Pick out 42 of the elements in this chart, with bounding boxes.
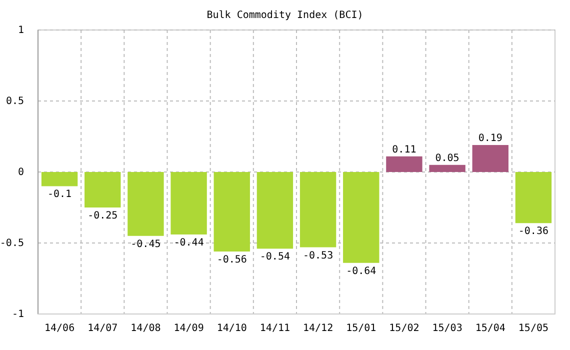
bar [41, 172, 78, 186]
data-label: -0.45 [130, 238, 161, 250]
y-tick-label: 1 [18, 25, 24, 36]
data-label: -0.25 [88, 210, 118, 222]
bar [256, 172, 294, 249]
bar [84, 172, 121, 208]
bar [170, 172, 207, 234]
x-tick-label: 15/02 [389, 323, 420, 334]
bar [429, 164, 466, 172]
data-label: -0.56 [216, 254, 247, 266]
bar [300, 172, 336, 248]
bar [128, 172, 164, 236]
x-tick-label: 15/04 [475, 323, 506, 334]
x-tick-label: 14/08 [130, 323, 161, 334]
y-tick-label: -0.5 [0, 238, 24, 250]
bar [343, 172, 380, 263]
data-label: -0.36 [518, 226, 549, 238]
bar [515, 172, 552, 224]
data-label: 0.19 [478, 133, 502, 144]
y-tick-label: 0 [18, 167, 24, 178]
data-label: -0.1 [47, 189, 72, 200]
bar [214, 172, 250, 252]
x-tick-label: 14/12 [302, 323, 334, 334]
x-tick-label: 14/10 [216, 323, 247, 334]
data-label: -0.54 [260, 252, 290, 263]
data-label: -0.64 [346, 266, 376, 277]
x-tick-label: 15/03 [432, 323, 462, 334]
y-tick-label: -1 [12, 309, 24, 320]
bar [472, 145, 508, 172]
chart-title: Bulk Commodity Index (BCI) [206, 10, 364, 21]
x-tick-label: 14/11 [260, 323, 290, 334]
x-tick-label: 15/01 [346, 323, 376, 334]
data-label: -0.44 [174, 237, 204, 248]
data-label: 0.11 [392, 144, 416, 156]
data-label: 0.05 [435, 152, 460, 164]
bar [386, 156, 422, 172]
y-tick-label: 0.5 [6, 96, 24, 108]
x-tick-label: 14/06 [44, 323, 75, 334]
x-tick-label: 15/05 [518, 323, 549, 334]
data-label: -0.53 [302, 250, 334, 262]
x-tick-label: 14/07 [88, 323, 118, 334]
x-tick-label: 14/09 [174, 323, 204, 334]
